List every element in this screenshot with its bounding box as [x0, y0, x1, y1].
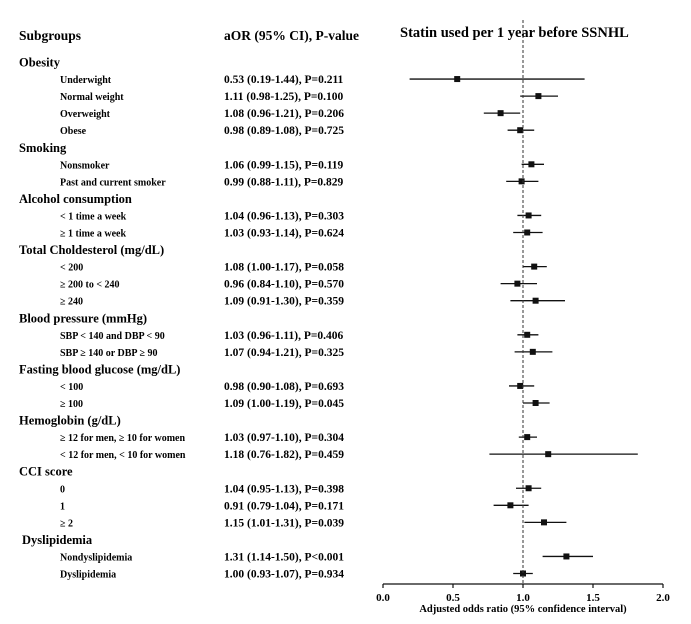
row-label: ≥ 200 to < 240 — [60, 280, 120, 291]
x-tick-label: 2.0 — [656, 592, 670, 604]
row-estimate: 1.07 (0.94-1.21), P=0.325 — [224, 347, 344, 359]
row-estimate: 1.09 (1.00-1.19), P=0.045 — [224, 398, 344, 410]
or-marker — [518, 178, 525, 185]
or-marker — [520, 570, 526, 577]
or-marker — [497, 110, 504, 117]
row-estimate: 1.08 (0.96-1.21), P=0.206 — [224, 108, 344, 120]
row-label: < 12 for men, < 10 for women — [60, 450, 186, 461]
row-estimate: 0.99 (0.88-1.11), P=0.829 — [224, 176, 344, 188]
row-label: 0 — [60, 484, 65, 495]
row-label: < 1 time a week — [60, 211, 127, 222]
row-label: ≥ 2 — [60, 518, 73, 529]
row-estimate: 1.18 (0.76-1.82), P=0.459 — [224, 449, 344, 461]
or-marker — [545, 451, 552, 458]
x-tick-label: 0.0 — [376, 592, 390, 604]
x-tick-label: 0.5 — [446, 592, 460, 604]
or-marker — [524, 434, 531, 441]
row-estimate: 1.31 (1.14-1.50), P<0.001 — [224, 551, 344, 563]
or-marker — [525, 485, 532, 492]
row-estimate: 1.03 (0.97-1.10), P=0.304 — [224, 432, 344, 444]
x-tick-label: 1.5 — [586, 592, 600, 604]
row-estimate: 1.15 (1.01-1.31), P=0.039 — [224, 517, 344, 529]
chart-title: Statin used per 1 year before SSNHL — [400, 25, 629, 41]
or-marker — [529, 348, 536, 355]
subgroups-header: Subgroups — [19, 28, 81, 43]
row-label: ≥ 1 time a week — [60, 229, 126, 240]
group-label: Alcohol consumption — [19, 192, 132, 206]
row-label: Normal weight — [60, 92, 124, 103]
row-label: Past and current smoker — [60, 177, 166, 188]
group-label: CCI score — [19, 465, 73, 479]
or-marker — [524, 229, 531, 236]
or-marker — [454, 76, 461, 83]
row-estimate: 1.11 (0.98-1.25), P=0.100 — [224, 91, 344, 103]
row-estimate: 0.98 (0.89-1.08), P=0.725 — [224, 125, 344, 137]
row-label: SBP ≥ 140 or DBP ≥ 90 — [60, 348, 157, 359]
group-label: Dyslipidemia — [22, 533, 93, 547]
row-label: ≥ 12 for men, ≥ 10 for women — [60, 433, 185, 444]
or-marker — [563, 553, 570, 560]
plot-area: 0.0 0.5 1.0 1.5 2.0 — [376, 20, 670, 604]
or-marker — [514, 280, 521, 287]
row-estimate: 1.06 (0.99-1.15), P=0.119 — [224, 159, 344, 171]
row-estimate: 1.04 (0.96-1.13), P=0.303 — [224, 210, 344, 222]
row-estimate: 1.04 (0.95-1.13), P=0.398 — [224, 483, 344, 495]
row-label: Underwight — [60, 75, 112, 86]
or-marker — [517, 382, 524, 389]
row-label: Nondyslipidemia — [60, 552, 132, 563]
x-axis-label: Adjusted odds ratio (95% confidence inte… — [419, 604, 627, 615]
group-label: Blood pressure (mmHg) — [19, 311, 147, 325]
row-estimate: 1.03 (0.96-1.11), P=0.406 — [224, 330, 344, 342]
row-label: ≥ 240 — [60, 297, 83, 308]
or-marker — [507, 502, 514, 509]
group-label: Hemoglobin (g/dL) — [19, 414, 121, 428]
row-label: ≥ 100 — [60, 399, 83, 410]
row-label: SBP < 140 and DBP < 90 — [60, 331, 165, 342]
row-label: Dyslipidemia — [60, 570, 116, 581]
row-label: 1 — [60, 501, 65, 512]
group-label: Total Choldesterol (mg/dL) — [19, 243, 164, 257]
row-label: < 200 — [60, 263, 83, 274]
row-label: < 100 — [60, 382, 83, 393]
or-marker — [528, 161, 535, 168]
row-label: Overweight — [60, 109, 111, 120]
x-tick-label: 1.0 — [516, 592, 530, 604]
or-marker — [525, 212, 532, 219]
row-label: Obese — [60, 126, 87, 137]
row-estimate: 0.98 (0.90-1.08), P=0.693 — [224, 381, 344, 393]
row-estimate: 1.09 (0.91-1.30), P=0.359 — [224, 296, 344, 308]
row-estimate: 0.96 (0.84-1.10), P=0.570 — [224, 279, 344, 291]
group-label: Fasting blood glucose (mg/dL) — [19, 362, 180, 376]
or-marker — [535, 93, 542, 100]
row-estimate: 1.03 (0.93-1.14), P=0.624 — [224, 228, 344, 240]
or-marker — [532, 297, 539, 304]
or-marker — [531, 263, 538, 270]
group-label: Smoking — [19, 141, 67, 155]
or-marker — [532, 400, 539, 406]
estimate-header: aOR (95% CI), P-value — [224, 28, 359, 43]
row-estimate: 0.53 (0.19-1.44), P=0.211 — [224, 74, 344, 86]
group-label: Obesity — [19, 56, 61, 70]
row-estimate: 1.00 (0.93-1.07), P=0.934 — [224, 569, 344, 581]
or-marker — [517, 127, 524, 134]
row-estimate: 0.91 (0.79-1.04), P=0.171 — [224, 500, 344, 512]
row-estimate: 1.08 (1.00-1.17), P=0.058 — [224, 262, 344, 274]
or-marker — [541, 519, 547, 526]
or-marker — [524, 331, 531, 338]
row-label: Nonsmoker — [60, 160, 110, 171]
table-rows: Obesity Underwight 0.53 (0.19-1.44), P=0.2… — [19, 56, 344, 581]
